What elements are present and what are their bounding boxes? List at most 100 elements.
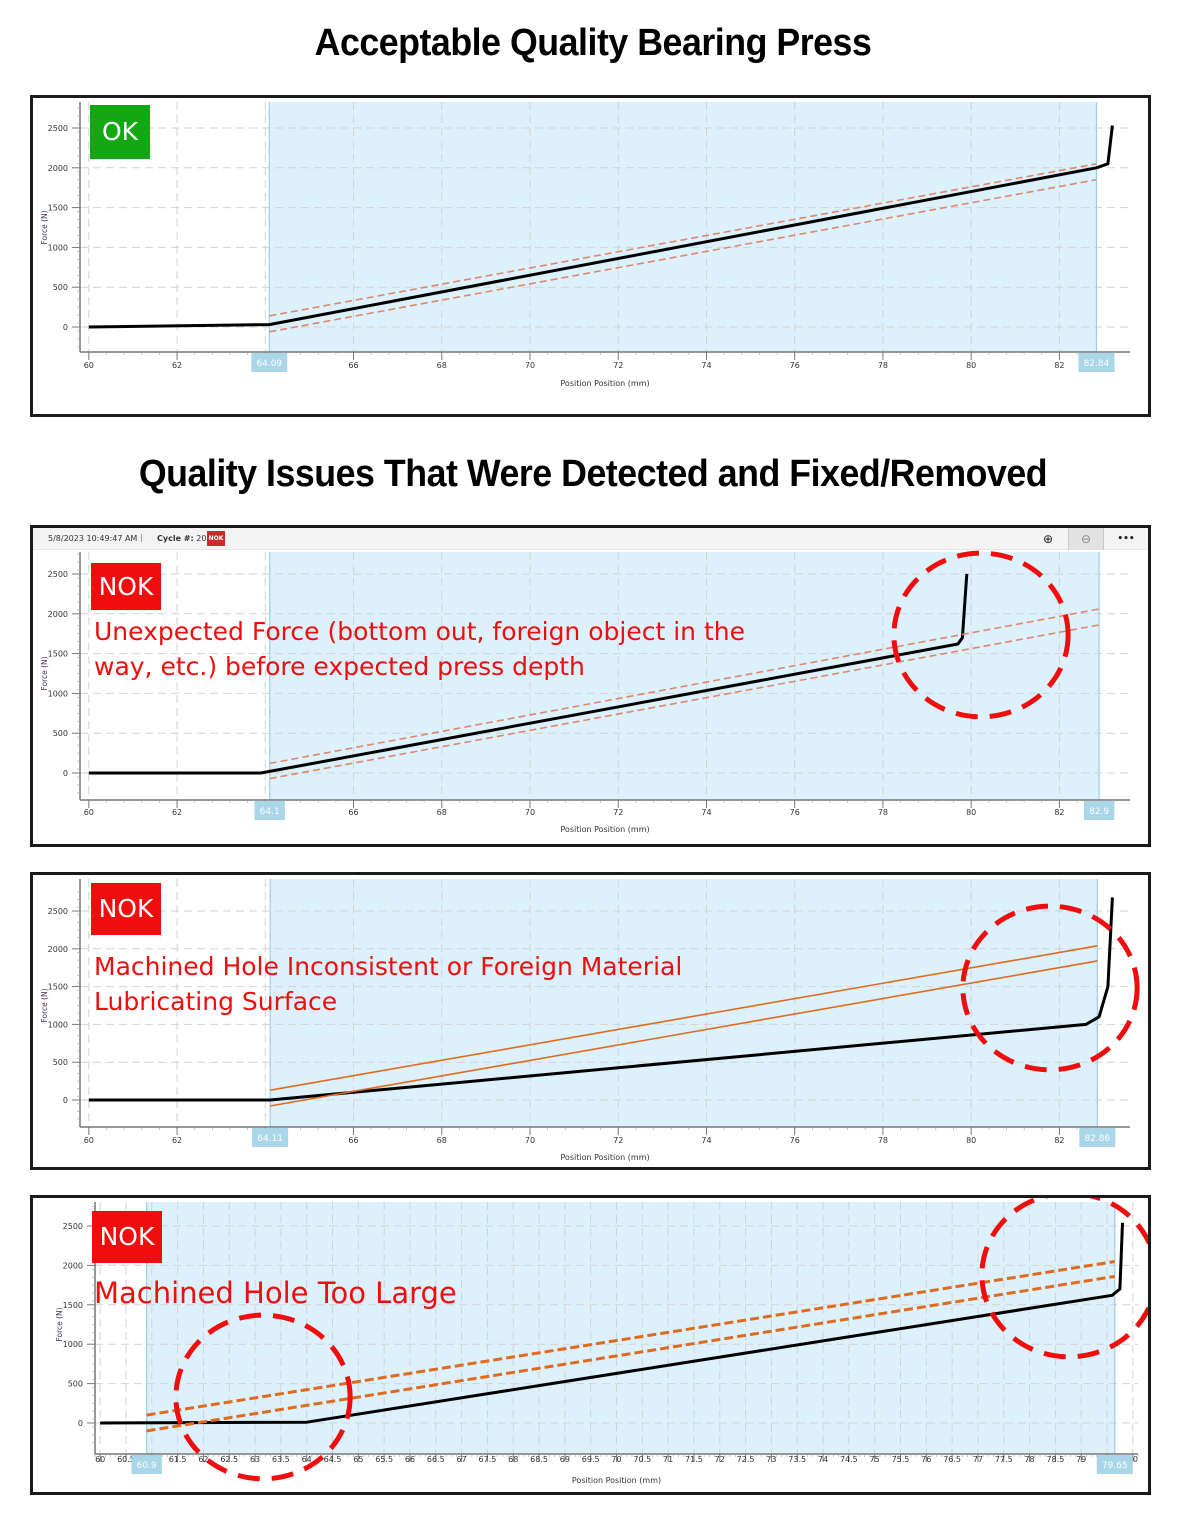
x-tick-label: 71 (663, 1455, 673, 1464)
y-tick-label: 0 (78, 1419, 83, 1428)
x-tick-label: 66 (348, 808, 358, 817)
upper-limit-line (269, 608, 1100, 765)
x-tick-label: 62 (172, 1136, 182, 1145)
lower-limit-line (146, 1274, 1116, 1433)
window-start-label-bg[interactable] (252, 1128, 289, 1147)
failure-description-line-2: way, etc.) before expected press depth (94, 652, 585, 681)
y-tick-label: 1000 (48, 689, 68, 698)
x-tick-label: 72.5 (737, 1455, 755, 1464)
zoom-in-button[interactable]: ⊕ (1030, 528, 1066, 550)
window-end-label: 82.9 (1089, 807, 1109, 817)
x-tick-label: 66.5 (427, 1455, 445, 1464)
x-tick-label: 71.5 (685, 1455, 703, 1464)
y-tick-label: 500 (68, 1380, 83, 1389)
x-tick-label: 80 (966, 1136, 976, 1145)
x-tick-label: 70 (611, 1455, 621, 1464)
window-start-label: 64.1 (260, 807, 280, 817)
axes: 0 500 1000 1500 2000 2500 Force (N) 60 62 66 68 70 7… (40, 879, 1130, 1162)
window-end-label-bg[interactable] (1079, 1128, 1116, 1147)
window-start-label: 60.9 (137, 1461, 157, 1471)
window-start-label-bg[interactable] (131, 1455, 162, 1474)
x-tick-label: 63.5 (272, 1455, 290, 1464)
window-end-label-bg[interactable] (1078, 353, 1115, 372)
x-tick-label: 64.5 (324, 1455, 342, 1464)
y-tick-label: 2500 (48, 570, 68, 579)
x-tick-label: 80 (966, 361, 976, 370)
x-axis-label: Position Position (mm) (560, 825, 649, 834)
failure-description-line-1: Unexpected Force (bottom out, foreign ob… (94, 617, 745, 646)
toolbar-separator: | (140, 533, 143, 542)
y-axis-label: Force (N) (40, 656, 49, 690)
window-end-label: 82.86 (1084, 1134, 1110, 1144)
evaluation-window (269, 552, 1100, 800)
x-tick-label: 78 (1024, 1455, 1034, 1464)
force-curve (88, 897, 1114, 1102)
force-curve (88, 573, 969, 775)
window-end-label-bg[interactable] (1096, 1455, 1133, 1474)
acceptable-title: Acceptable Quality Bearing Press (314, 22, 872, 64)
x-tick-label: 78.5 (1046, 1455, 1064, 1464)
cycle-status-badge: NOK (207, 531, 225, 546)
x-tick-label: 65.5 (375, 1455, 393, 1464)
x-tick-label: 62.5 (220, 1455, 238, 1464)
x-tick-label: 76 (790, 808, 800, 817)
upper-limit-line (269, 163, 1097, 317)
x-tick-label: 74 (818, 1455, 828, 1464)
x-tick-label: 68 (508, 1455, 518, 1464)
status-badge-nok: NOK (91, 883, 161, 935)
x-tick-label: 76.5 (943, 1455, 961, 1464)
x-tick-label: 72 (613, 808, 623, 817)
force-position-chart-nok-1: 0 500 1000 1500 2000 2500 Force (N) 60 62 66 68 70 7… (40, 550, 1130, 834)
grid-lines (80, 552, 1130, 800)
y-tick-label: 2500 (63, 1222, 83, 1231)
evaluation-window (146, 1202, 1115, 1454)
x-tick-label: 77 (973, 1455, 983, 1464)
cycle-number: Cycle #: 20 (157, 534, 206, 543)
more-options-button[interactable]: ••• (1108, 528, 1144, 550)
window-start-label-bg[interactable] (254, 801, 285, 820)
y-tick-label: 1500 (48, 650, 68, 659)
x-tick-label: 61.5 (169, 1455, 187, 1464)
window-end-label: 82.84 (1084, 359, 1110, 369)
more-icon: ••• (1117, 534, 1135, 544)
failure-description: Machined Hole Too Large (94, 1276, 457, 1311)
x-tick-label: 62 (198, 1455, 208, 1464)
y-tick-label: 0 (63, 1096, 68, 1105)
highlight-circle (960, 903, 1140, 1073)
lower-limit-line (269, 178, 1097, 333)
zoom-in-icon: ⊕ (1042, 532, 1054, 546)
x-tick-label: 74.5 (840, 1455, 858, 1464)
x-tick-label: 67.5 (479, 1455, 497, 1464)
lower-limit-line (269, 624, 1100, 780)
x-axis-label: Position Position (mm) (560, 379, 649, 388)
x-tick-label: 75 (870, 1455, 880, 1464)
x-tick-label: 76 (790, 361, 800, 370)
force-position-chart-nok-2: 0 500 1000 1500 2000 2500 Force (N) 60 62 66 68 70 7… (40, 879, 1140, 1162)
x-tick-label: 60 (84, 361, 94, 370)
failure-description: Unexpected Force (bottom out, foreign ob… (94, 614, 745, 684)
x-tick-label: 74 (701, 1136, 711, 1145)
force-position-chart-nok-3: 0 500 1000 1500 2000 2500 Force (N) 60 60.5 61.5 6… (55, 1198, 1148, 1485)
x-tick-label: 67 (457, 1455, 467, 1464)
y-tick-label: 2000 (48, 164, 68, 173)
cycle-value: 20 (196, 534, 207, 543)
zoom-out-icon: ⊖ (1080, 532, 1092, 546)
x-tick-label: 70 (525, 1136, 535, 1145)
x-tick-label: 76 (921, 1455, 931, 1464)
y-tick-label: 2000 (63, 1261, 83, 1270)
x-tick-label: 80 (966, 808, 976, 817)
status-badge-ok: OK (90, 105, 150, 159)
x-tick-label: 72 (613, 1136, 623, 1145)
x-tick-label: 73.5 (788, 1455, 806, 1464)
y-axis-label: Force (N) (40, 988, 49, 1022)
window-end-label-bg[interactable] (1083, 801, 1115, 820)
x-tick-label: 62 (172, 361, 182, 370)
x-tick-label: 73 (766, 1455, 776, 1464)
window-start-label: 64.09 (256, 359, 282, 369)
issues-title: Quality Issues That Were Detected and Fi… (138, 453, 1048, 495)
window-start-label-bg[interactable] (251, 353, 288, 372)
x-tick-label: 66 (348, 1136, 358, 1145)
zoom-out-button[interactable]: ⊖ (1068, 528, 1104, 550)
x-tick-label: 74 (701, 361, 711, 370)
window-end-label: 79.65 (1102, 1461, 1128, 1471)
